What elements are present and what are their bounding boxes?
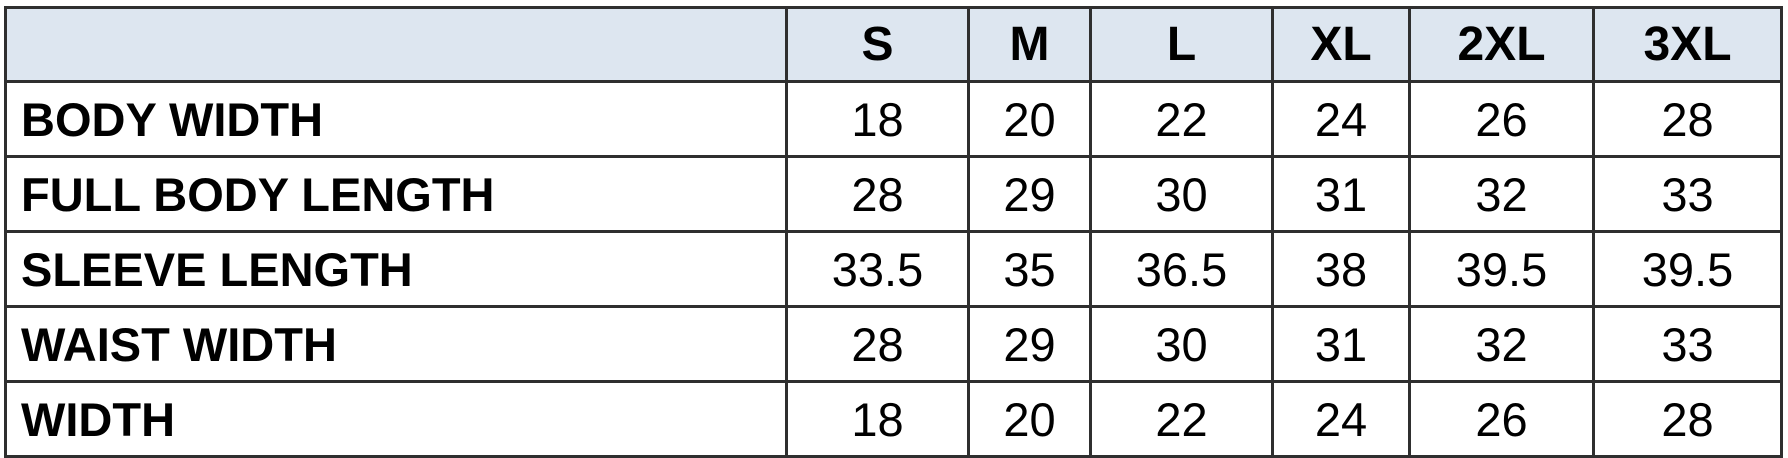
table-cell: 31 <box>1271 305 1411 383</box>
table-cell: 39.5 <box>1592 230 1783 308</box>
row-label: FULL BODY LENGTH <box>4 155 788 233</box>
table-row-sleeve-length: SLEEVE LENGTH 33.5 35 36.5 38 39.5 39.5 <box>4 230 1783 308</box>
table-cell: 24 <box>1271 380 1411 458</box>
row-label: WIDTH <box>4 380 788 458</box>
table-cell: 28 <box>785 155 970 233</box>
size-header-m: M <box>967 6 1092 83</box>
table-cell: 22 <box>1089 380 1274 458</box>
table-cell: 38 <box>1271 230 1411 308</box>
table-cell: 30 <box>1089 305 1274 383</box>
table-cell: 28 <box>1592 80 1783 158</box>
row-label: SLEEVE LENGTH <box>4 230 788 308</box>
table-cell: 20 <box>967 80 1092 158</box>
table-cell: 18 <box>785 80 970 158</box>
table-cell: 39.5 <box>1408 230 1595 308</box>
size-header-l: L <box>1089 6 1274 83</box>
size-header-3xl: 3XL <box>1592 6 1783 83</box>
table-cell: 28 <box>785 305 970 383</box>
table-cell: 33 <box>1592 155 1783 233</box>
size-header-s: S <box>785 6 970 83</box>
table-cell: 29 <box>967 155 1092 233</box>
header-corner-cell <box>4 6 788 83</box>
size-header-2xl: 2XL <box>1408 6 1595 83</box>
table-cell: 36.5 <box>1089 230 1274 308</box>
table-cell: 28 <box>1592 380 1783 458</box>
table-row-full-body-length: FULL BODY LENGTH 28 29 30 31 32 33 <box>4 155 1783 233</box>
table-cell: 18 <box>785 380 970 458</box>
row-label: WAIST WIDTH <box>4 305 788 383</box>
table-cell: 32 <box>1408 155 1595 233</box>
measurement-rows: BODY WIDTH 18 20 22 24 26 28 FULL BODY L… <box>4 80 1783 458</box>
table-cell: 33.5 <box>785 230 970 308</box>
table-row-body-width: BODY WIDTH 18 20 22 24 26 28 <box>4 80 1783 158</box>
size-header-row: S M L XL 2XL 3XL <box>4 6 1783 83</box>
table-cell: 20 <box>967 380 1092 458</box>
size-header-row-group: S M L XL 2XL 3XL <box>4 6 1783 83</box>
table-cell: 33 <box>1592 305 1783 383</box>
table-cell: 22 <box>1089 80 1274 158</box>
table-cell: 26 <box>1408 380 1595 458</box>
table-cell: 26 <box>1408 80 1595 158</box>
table-cell: 31 <box>1271 155 1411 233</box>
table-cell: 30 <box>1089 155 1274 233</box>
table-cell: 35 <box>967 230 1092 308</box>
size-chart-table: S M L XL 2XL 3XL BODY WIDTH 18 20 22 24 … <box>4 6 1783 458</box>
size-header-xl: XL <box>1271 6 1411 83</box>
table-cell: 32 <box>1408 305 1595 383</box>
table-cell: 24 <box>1271 80 1411 158</box>
table-row-width: WIDTH 18 20 22 24 26 28 <box>4 380 1783 458</box>
table-cell: 29 <box>967 305 1092 383</box>
row-label: BODY WIDTH <box>4 80 788 158</box>
table-row-waist-width: WAIST WIDTH 28 29 30 31 32 33 <box>4 305 1783 383</box>
